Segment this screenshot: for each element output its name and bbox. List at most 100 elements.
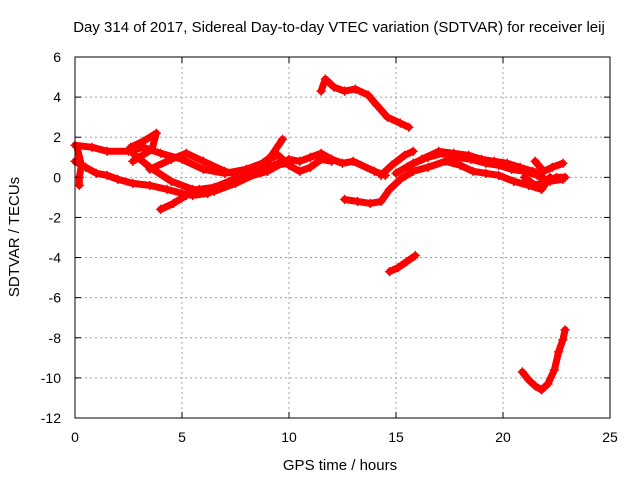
- x-tick-label: 10: [281, 429, 297, 445]
- data-point: [113, 174, 123, 185]
- data-point: [198, 164, 209, 175]
- data-point: [399, 150, 410, 161]
- x-tick-label: 20: [495, 429, 511, 445]
- y-tick-label: 2: [53, 129, 61, 145]
- series-trace-10: [384, 250, 421, 277]
- data-point: [528, 166, 538, 177]
- data-point: [401, 256, 412, 267]
- data-point: [181, 148, 192, 159]
- data-point: [166, 154, 177, 165]
- data-point: [369, 166, 380, 177]
- data-point: [363, 90, 373, 100]
- series-trace-14: [530, 156, 568, 177]
- data-point: [91, 168, 102, 179]
- data-point: [382, 112, 393, 122]
- data-point: [327, 154, 337, 165]
- data-point: [339, 194, 350, 205]
- data-point: [384, 184, 395, 195]
- data-point: [138, 136, 149, 146]
- y-tick-label: -10: [41, 370, 61, 386]
- data-point: [530, 381, 540, 391]
- data-point: [339, 86, 350, 96]
- data-point: [220, 166, 230, 177]
- data-point: [181, 190, 192, 201]
- data-point: [530, 156, 540, 167]
- data-point: [536, 385, 547, 395]
- y-tick-label: -6: [49, 290, 62, 306]
- series-trace: [531, 157, 567, 175]
- data-point: [273, 158, 284, 169]
- data-point: [145, 164, 155, 175]
- x-axis-title: GPS time / hours: [283, 457, 397, 474]
- data-point: [273, 150, 284, 161]
- plot-frame: [74, 56, 611, 419]
- data-point: [404, 122, 414, 132]
- data-point: [277, 134, 288, 144]
- series-trace-16: [517, 325, 570, 395]
- data-point: [519, 172, 530, 183]
- data-point: [393, 262, 403, 273]
- data-point: [241, 170, 251, 181]
- data-point: [128, 148, 138, 159]
- data-point: [434, 146, 444, 157]
- data-point: [541, 176, 551, 187]
- series-trace-6: [145, 148, 391, 183]
- data-point: [305, 152, 316, 163]
- data-point: [476, 154, 487, 165]
- data-point: [508, 176, 519, 187]
- data-point: [224, 176, 234, 187]
- data-point: [464, 150, 474, 161]
- data-point: [145, 180, 155, 191]
- data-point: [423, 162, 433, 173]
- series-trace: [386, 252, 419, 276]
- y-tick-label: -2: [49, 209, 62, 225]
- data-point: [168, 198, 179, 209]
- data-series: [70, 74, 570, 395]
- data-point: [502, 158, 513, 169]
- y-axis-title: SDTVAR / TECUs: [6, 177, 23, 297]
- y-tick-label: 0: [53, 169, 61, 185]
- data-point: [449, 148, 459, 159]
- data-point: [391, 168, 401, 179]
- data-point: [337, 158, 348, 169]
- data-point: [371, 100, 382, 110]
- data-point: [530, 180, 540, 191]
- data-point: [102, 146, 112, 157]
- data-point: [538, 166, 549, 177]
- series-trace-11: [376, 146, 418, 181]
- data-point: [416, 154, 427, 165]
- data-point: [376, 170, 386, 181]
- data-point: [376, 196, 386, 207]
- data-point: [489, 156, 500, 167]
- data-point: [560, 325, 570, 335]
- data-point: [551, 172, 562, 183]
- data-point: [151, 128, 162, 138]
- data-point: [305, 162, 316, 173]
- series-trace-8: [316, 74, 414, 132]
- data-point: [348, 156, 358, 167]
- data-point: [365, 198, 376, 209]
- data-point: [294, 166, 305, 177]
- data-point: [384, 266, 395, 277]
- series-trace-15: [519, 172, 570, 191]
- chart-title: Day 314 of 2017, Sidereal Day-to-day VTE…: [73, 19, 605, 36]
- data-point: [147, 144, 157, 155]
- data-point: [386, 160, 397, 171]
- x-axis: 0 5 10 15 20 25: [71, 57, 618, 445]
- data-point: [395, 174, 406, 185]
- data-point: [316, 86, 326, 96]
- data-point: [560, 172, 570, 183]
- data-point: [493, 170, 504, 181]
- data-point: [395, 118, 406, 128]
- data-point: [515, 162, 525, 173]
- data-point: [128, 178, 138, 189]
- series-trace: [146, 149, 389, 181]
- data-point: [284, 154, 294, 165]
- data-point: [262, 154, 273, 165]
- data-point: [316, 148, 326, 159]
- data-point: [350, 84, 361, 94]
- data-point: [258, 164, 269, 175]
- y-tick-label: -12: [41, 410, 61, 426]
- x-tick-label: 0: [71, 429, 79, 445]
